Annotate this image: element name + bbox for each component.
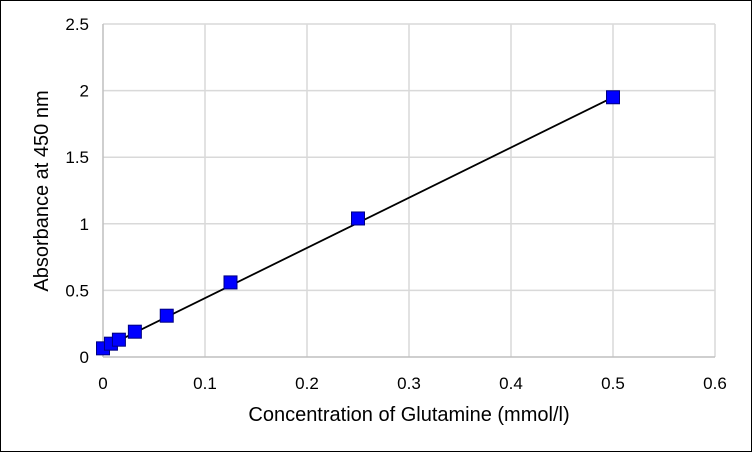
data-point-marker (223, 275, 238, 290)
y-tick-labels: 0 0.5 1 1.5 2 2.5 (65, 15, 89, 367)
data-point-marker (351, 211, 365, 226)
x-tick-label: 0.6 (703, 374, 727, 393)
y-tick-label: 1.5 (65, 148, 89, 167)
y-tick-label: 1 (80, 215, 89, 234)
x-tick-label: 0.4 (499, 374, 523, 393)
y-tick-label: 0 (80, 348, 89, 367)
y-axis-title: Absorbance at 450 nm (31, 90, 53, 291)
y-tick-label: 0.5 (65, 281, 89, 300)
x-tick-label: 0 (98, 374, 107, 393)
x-tick-label: 0.1 (193, 374, 217, 393)
x-tick-label: 0.2 (295, 374, 319, 393)
x-tick-labels: 0 0.1 0.2 0.3 0.4 0.5 0.6 (98, 374, 727, 393)
axes (102, 24, 715, 358)
data-point-marker (159, 308, 174, 323)
x-axis-title: Concentration of Glutamine (mmol/l) (248, 404, 569, 426)
y-tick-label: 2.5 (65, 15, 89, 34)
x-tick-label: 0.3 (397, 374, 421, 393)
data-point-marker (127, 324, 142, 339)
data-points (96, 90, 620, 356)
x-tick-label: 0.5 (601, 374, 625, 393)
gridlines (103, 23, 716, 357)
data-point-marker (606, 90, 620, 105)
data-point-marker (111, 332, 126, 347)
y-tick-label: 2 (80, 82, 89, 101)
